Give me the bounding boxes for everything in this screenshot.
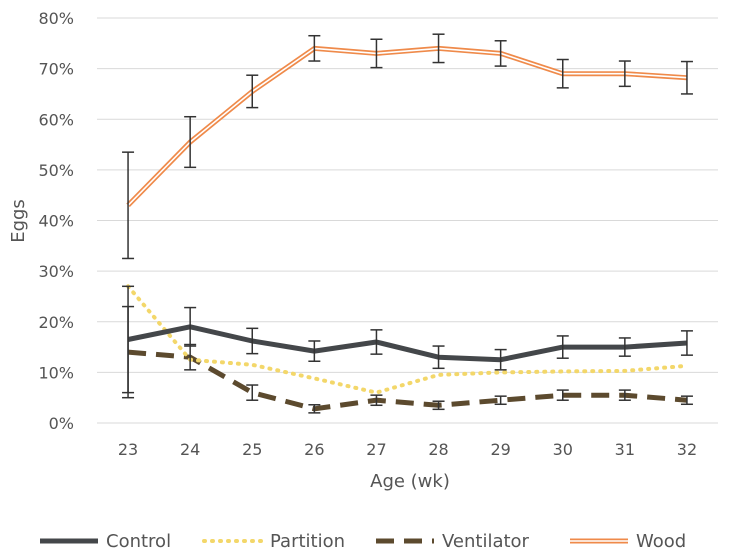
error-bar-control (370, 329, 383, 355)
series-line-ventilator (127, 349, 688, 412)
y-tick-label: 20% (38, 313, 74, 332)
x-tick-label: 30 (553, 440, 573, 459)
error-bar-wood (122, 151, 135, 260)
legend-label: Partition (270, 531, 345, 552)
series-lines (126, 45, 689, 412)
x-tick-label: 28 (428, 440, 448, 459)
error-bar-ventilator (618, 389, 631, 401)
y-axis-title: Eggs (8, 199, 29, 243)
error-bar-control (618, 337, 631, 357)
error-bar-wood (308, 34, 321, 62)
error-bar-ventilator (494, 395, 507, 406)
y-tick-label: 40% (38, 212, 74, 231)
x-axis-ticks: 23 24 25 26 27 28 29 30 31 32 (118, 440, 697, 459)
x-tick-label: 31 (615, 440, 635, 459)
error-bar-control (246, 327, 259, 355)
legend: Control Partition Ventilator Wood (40, 531, 686, 552)
y-tick-label: 50% (38, 161, 74, 180)
error-bars (122, 33, 693, 414)
series-line-partition (126, 284, 689, 395)
error-bar-wood (370, 38, 383, 69)
x-axis-title: Age (wk) (370, 471, 450, 492)
y-tick-label: 60% (38, 110, 74, 129)
error-bar-wood (184, 115, 197, 169)
error-bar-control (494, 348, 507, 371)
legend-label: Wood (636, 531, 686, 552)
legend-item-ventilator: Ventilator (376, 531, 530, 552)
series-line-wood (126, 45, 688, 208)
y-tick-label: 80% (38, 9, 74, 28)
error-bar-ventilator (370, 394, 383, 407)
legend-item-partition: Partition (202, 531, 345, 552)
legend-item-wood: Wood (570, 531, 686, 552)
y-axis-ticks: 0% 10% 20% 30% 40% 50% 60% 70% 80% (38, 9, 74, 433)
error-bar-ventilator (184, 343, 197, 371)
error-bar-wood (556, 58, 569, 89)
error-bar-wood (432, 33, 445, 64)
error-bar-control (308, 340, 321, 362)
x-tick-label: 27 (366, 440, 386, 459)
gridlines (97, 17, 718, 424)
x-tick-label: 24 (180, 440, 200, 459)
y-tick-label: 70% (38, 60, 74, 79)
x-tick-label: 25 (242, 440, 262, 459)
error-bar-ventilator (680, 395, 693, 406)
error-bar-control (680, 330, 693, 356)
y-tick-label: 30% (38, 262, 74, 281)
error-bar-ventilator (122, 305, 135, 399)
legend-label: Ventilator (442, 531, 530, 552)
x-tick-label: 26 (304, 440, 324, 459)
error-bar-wood (246, 74, 259, 109)
error-bar-ventilator (432, 400, 445, 411)
error-bar-control (556, 335, 569, 359)
x-tick-label: 23 (118, 440, 138, 459)
error-bar-ventilator (556, 389, 569, 401)
series-line-control (127, 324, 688, 363)
error-bar-wood (494, 40, 507, 67)
y-tick-label: 10% (38, 363, 74, 382)
series-line-wood-inner (127, 47, 688, 206)
legend-item-control: Control (40, 531, 171, 552)
error-bar-wood (680, 60, 693, 95)
y-tick-label: 0% (49, 414, 74, 433)
x-tick-label: 32 (677, 440, 697, 459)
x-tick-label: 29 (490, 440, 510, 459)
error-bar-wood (618, 60, 631, 88)
error-bar-ventilator (246, 384, 259, 401)
legend-label: Control (106, 531, 171, 552)
error-bar-control (432, 345, 445, 370)
error-bar-ventilator (308, 404, 321, 414)
